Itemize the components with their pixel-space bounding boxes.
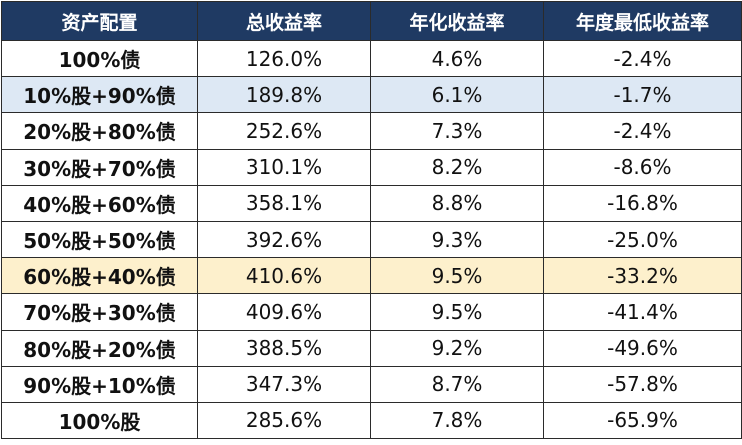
table-row: 10%股+90%债 189.8% 6.1% -1.7% xyxy=(1,76,742,114)
allocation-cell: 40%股+60%债 xyxy=(1,184,198,222)
allocation-cell: 50%股+50%债 xyxy=(1,220,198,259)
value-cell: 4.6% xyxy=(370,39,544,78)
value-cell: 358.1% xyxy=(197,184,371,222)
value-cell: 9.2% xyxy=(370,329,544,367)
value-cell: 7.8% xyxy=(370,401,544,440)
value-cell: 9.5% xyxy=(370,293,544,331)
header-cell: 年化收益率 xyxy=(370,1,544,41)
value-cell: 410.6% xyxy=(197,257,371,295)
allocation-cell: 90%股+10%债 xyxy=(1,365,198,403)
header-cell: 总收益率 xyxy=(197,1,371,41)
allocation-cell: 10%股+90%债 xyxy=(1,76,198,114)
value-cell: 8.2% xyxy=(370,148,544,186)
table-row: 80%股+20%债 388.5% 9.2% -49.6% xyxy=(1,329,742,367)
value-cell: 310.1% xyxy=(197,148,371,186)
value-cell: -25.0% xyxy=(543,220,742,259)
table-row: 100%债 126.0% 4.6% -2.4% xyxy=(1,39,742,78)
allocation-cell: 20%股+80%债 xyxy=(1,112,198,150)
value-cell: 7.3% xyxy=(370,112,544,150)
value-cell: 388.5% xyxy=(197,329,371,367)
table-row: 20%股+80%债 252.6% 7.3% -2.4% xyxy=(1,112,742,150)
value-cell: -16.8% xyxy=(543,184,742,222)
table-row: 50%股+50%债 392.6% 9.3% -25.0% xyxy=(1,220,742,259)
value-cell: 409.6% xyxy=(197,293,371,331)
value-cell: 8.8% xyxy=(370,184,544,222)
value-cell: -1.7% xyxy=(543,76,742,114)
value-cell: 392.6% xyxy=(197,220,371,259)
allocation-cell: 100%股 xyxy=(1,401,198,440)
value-cell: -2.4% xyxy=(543,112,742,150)
value-cell: 9.3% xyxy=(370,220,544,259)
value-cell: 252.6% xyxy=(197,112,371,150)
allocation-cell: 70%股+30%债 xyxy=(1,293,198,331)
header-cell: 资产配置 xyxy=(1,1,198,41)
value-cell: 126.0% xyxy=(197,39,371,78)
allocation-cell: 60%股+40%债 xyxy=(1,257,198,295)
table-row: 40%股+60%债 358.1% 8.8% -16.8% xyxy=(1,184,742,222)
value-cell: -8.6% xyxy=(543,148,742,186)
header-row: 资产配置 总收益率 年化收益率 年度最低收益率 xyxy=(1,1,742,41)
table-row: 70%股+30%债 409.6% 9.5% -41.4% xyxy=(1,293,742,331)
value-cell: -33.2% xyxy=(543,257,742,295)
table-row: 60%股+40%债 410.6% 9.5% -33.2% xyxy=(1,257,742,295)
value-cell: 8.7% xyxy=(370,365,544,403)
allocation-cell: 100%债 xyxy=(1,39,198,78)
value-cell: 6.1% xyxy=(370,76,544,114)
value-cell: -57.8% xyxy=(543,365,742,403)
value-cell: -65.9% xyxy=(543,401,742,440)
table-row: 30%股+70%债 310.1% 8.2% -8.6% xyxy=(1,148,742,186)
header-cell: 年度最低收益率 xyxy=(543,1,742,41)
value-cell: -41.4% xyxy=(543,293,742,331)
value-cell: 9.5% xyxy=(370,257,544,295)
allocation-cell: 80%股+20%债 xyxy=(1,329,198,367)
table-row: 100%股 285.6% 7.8% -65.9% xyxy=(1,401,742,440)
table-row: 90%股+10%债 347.3% 8.7% -57.8% xyxy=(1,365,742,403)
value-cell: 347.3% xyxy=(197,365,371,403)
value-cell: -2.4% xyxy=(543,39,742,78)
allocation-cell: 30%股+70%债 xyxy=(1,148,198,186)
value-cell: 285.6% xyxy=(197,401,371,440)
value-cell: 189.8% xyxy=(197,76,371,114)
value-cell: -49.6% xyxy=(543,329,742,367)
